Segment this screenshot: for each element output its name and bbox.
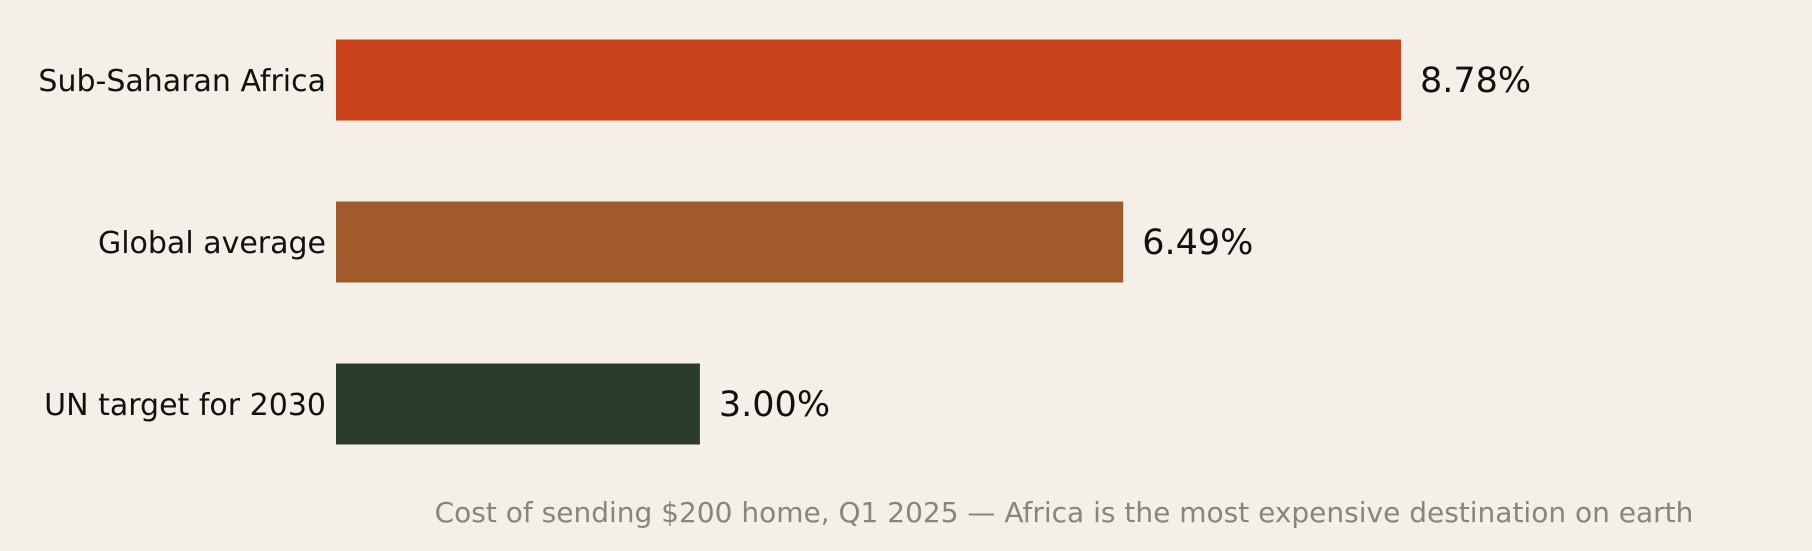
value-label-un-target-for-2030: 3.00% xyxy=(719,385,830,425)
chart-caption: Cost of sending $200 home, Q1 2025 — Afr… xyxy=(435,496,1694,529)
bar-global-average xyxy=(336,201,1124,283)
category-label-global-average: Global average xyxy=(98,226,326,261)
bars-layer xyxy=(336,39,1402,445)
bar-sub-saharan-africa xyxy=(336,39,1402,121)
bar-un-target-for-2030 xyxy=(336,363,700,445)
value-label-sub-saharan-africa: 8.78% xyxy=(1420,61,1531,101)
category-label-un-target-for-2030: UN target for 2030 xyxy=(44,388,326,423)
value-labels: 8.78% 6.49% 3.00% xyxy=(719,61,1531,425)
category-label-sub-saharan-africa: Sub-Saharan Africa xyxy=(38,64,326,99)
value-label-global-average: 6.49% xyxy=(1142,223,1253,263)
category-labels: Sub-Saharan Africa Global average UN targe… xyxy=(38,64,326,423)
